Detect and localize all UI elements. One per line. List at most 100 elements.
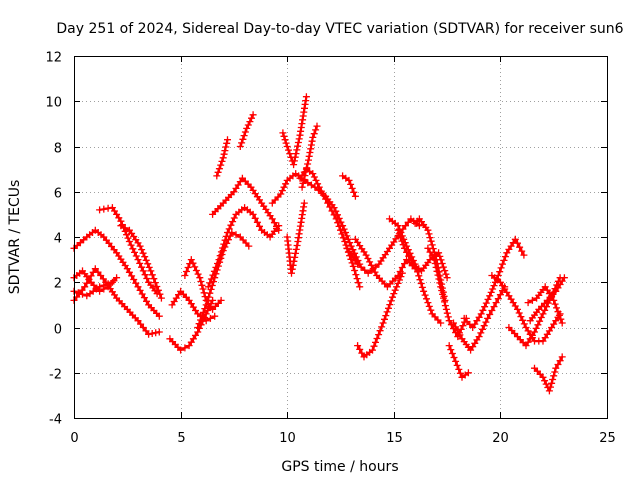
data-point <box>517 313 525 321</box>
data-point <box>500 256 508 264</box>
y-tick-label: 2 <box>54 277 62 292</box>
data-point <box>551 300 559 308</box>
data-point <box>428 241 436 249</box>
data-point <box>324 199 332 207</box>
series-arc-a <box>70 226 163 320</box>
data-point <box>552 364 560 372</box>
series-arc-ac <box>450 283 509 354</box>
data-point <box>297 127 305 135</box>
data-point <box>312 176 320 184</box>
data-point <box>282 139 290 147</box>
data-point <box>528 296 536 304</box>
data-point <box>442 305 450 313</box>
data-point <box>436 279 444 287</box>
data-point <box>351 192 359 200</box>
data-point <box>309 170 317 178</box>
data-point <box>130 276 138 283</box>
data-point <box>394 279 402 287</box>
data-point <box>391 286 399 294</box>
data-point <box>438 287 446 294</box>
data-point <box>139 267 147 275</box>
y-tick-label: 8 <box>54 142 62 157</box>
data-point <box>100 205 108 213</box>
data-point <box>376 327 384 335</box>
data-point <box>338 230 346 238</box>
data-point <box>433 267 441 275</box>
data-point <box>191 263 199 271</box>
data-point <box>293 242 301 249</box>
data-point <box>437 283 445 291</box>
data-point <box>342 229 349 236</box>
data-point <box>356 345 364 353</box>
data-point <box>482 318 490 326</box>
data-point <box>401 260 408 268</box>
chart-title: Day 251 of 2024, Sidereal Day-to-day VTE… <box>56 21 623 37</box>
data-point <box>456 331 464 339</box>
data-point <box>358 349 366 357</box>
data-point <box>128 272 136 280</box>
data-point <box>482 299 490 307</box>
series-arc-ad <box>460 235 528 331</box>
data-point <box>477 310 485 318</box>
data-point <box>282 180 290 188</box>
data-point <box>291 153 299 161</box>
data-point <box>155 312 163 320</box>
data-point <box>143 275 151 282</box>
data-point <box>183 268 190 275</box>
data-point <box>273 222 280 230</box>
data-point <box>393 283 401 291</box>
data-point <box>396 276 403 284</box>
data-point <box>100 281 108 289</box>
data-point <box>515 309 523 317</box>
data-point <box>416 276 424 284</box>
data-point <box>245 242 253 250</box>
data-point <box>270 219 278 227</box>
x-tick-label: 10 <box>279 431 296 446</box>
data-point <box>136 259 144 267</box>
data-point <box>292 245 300 253</box>
data-point <box>514 239 521 247</box>
data-point <box>558 353 566 361</box>
data-point <box>424 299 432 307</box>
data-point <box>442 270 450 278</box>
data-point <box>441 267 449 275</box>
data-point <box>148 271 156 279</box>
y-tick-label: 0 <box>54 323 62 338</box>
data-point <box>207 275 215 283</box>
data-point <box>277 190 285 198</box>
data-point <box>489 285 497 293</box>
data-point <box>275 226 283 234</box>
series-layer <box>70 93 568 395</box>
data-point <box>123 231 131 239</box>
series-arc-w <box>354 269 406 361</box>
data-point <box>379 319 387 327</box>
data-point <box>222 143 230 151</box>
data-point <box>421 291 429 299</box>
data-point <box>450 319 457 327</box>
data-point <box>445 317 453 325</box>
data-point <box>184 264 192 271</box>
data-point <box>199 285 207 293</box>
data-point <box>308 137 316 145</box>
data-point <box>294 142 302 150</box>
data-point <box>549 376 557 383</box>
y-tick-label: -4 <box>49 413 62 428</box>
data-point <box>347 242 355 250</box>
x-tick-label: 0 <box>70 431 78 446</box>
data-point <box>220 240 228 248</box>
data-point <box>550 296 558 304</box>
data-point <box>319 191 327 199</box>
data-point <box>520 320 528 328</box>
data-point <box>426 248 434 256</box>
series-arc-m <box>236 111 257 150</box>
data-point <box>484 295 492 303</box>
data-point <box>249 210 257 218</box>
data-point <box>152 329 160 337</box>
data-point <box>386 301 394 309</box>
data-point <box>256 222 263 230</box>
data-point <box>148 330 156 337</box>
data-point <box>372 338 379 346</box>
data-point <box>550 372 558 380</box>
data-point <box>129 245 137 253</box>
series-arc-ah <box>531 353 566 395</box>
